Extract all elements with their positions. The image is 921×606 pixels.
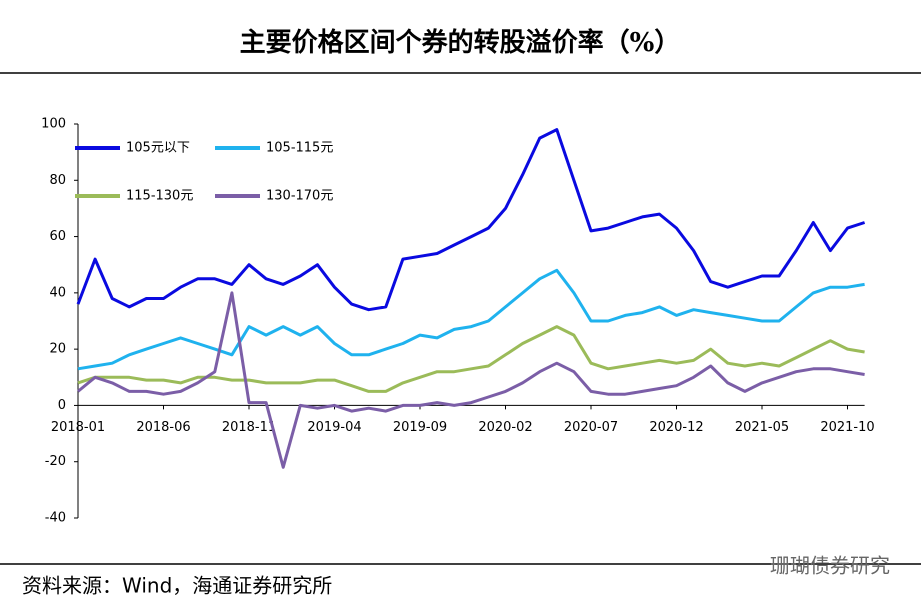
x-tick-label: 2018-06 [136,420,190,435]
plot: -40 -20 0 20 40 60 80 100 2018-01 2018-06 2018-11 2… [41,117,874,526]
x-tick-label: 2020-02 [478,420,532,435]
chart-title: 主要价格区间个券的转股溢价率（%） [240,27,681,58]
y-tick-label: 100 [41,117,66,132]
x-tick-label: 2019-04 [307,420,361,435]
series-line [76,128,866,312]
x-tick-label: 2018-01 [51,420,105,435]
y-tick-label: 40 [49,285,66,300]
x-tick-label: 2018-11 [222,420,276,435]
x-tick-label: 2019-09 [393,420,447,435]
y-tick-label: 0 [58,398,66,413]
legend-label: 115-130元 [126,189,193,204]
legend-label: 105元以下 [126,141,190,156]
series-line [77,325,865,393]
x-tick-label: 2021-05 [735,420,789,435]
source: 资料来源：Wind，海通证券研究所 [22,574,332,598]
legend-label: 105-115元 [266,141,333,156]
y-tick-label: 60 [49,229,66,244]
y-tick-label: -20 [45,454,66,469]
series-line [77,268,865,371]
y-tick-label: 20 [49,342,66,357]
legend-label: 130-170元 [266,189,333,204]
x-tick-label: 2020-07 [564,420,618,435]
x-tick-label: 2021-10 [820,420,874,435]
y-tick-label: -40 [45,511,66,526]
x-tick-label: 2020-12 [649,420,703,435]
watermark: 珊瑚债券研究 [770,554,890,578]
series-line [77,291,865,469]
y-tick-label: 80 [49,173,66,188]
